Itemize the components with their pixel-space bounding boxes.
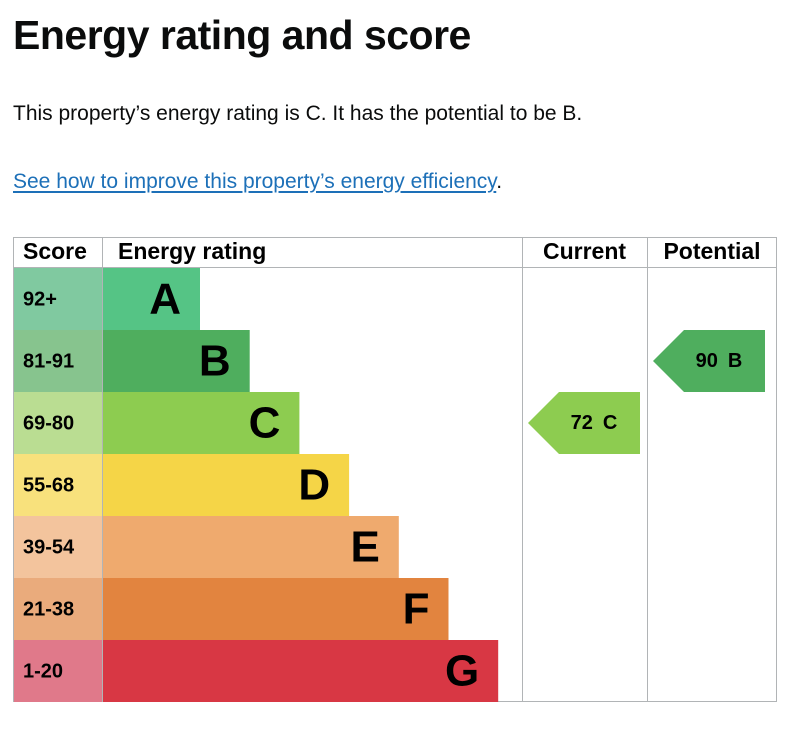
rating-bar [103, 640, 499, 702]
score-cell [14, 268, 102, 330]
band-score: 92+ [23, 288, 57, 310]
rating-bar [103, 578, 449, 640]
band-score: 21-38 [23, 598, 74, 620]
potential-letter: B [728, 350, 742, 372]
score-cell [14, 392, 102, 454]
potential-arrow [653, 330, 765, 392]
rating-bar [103, 330, 250, 392]
band-letter: A [149, 275, 181, 324]
column-header: Score [23, 238, 87, 264]
link-line: See how to improve this property’s energ… [13, 170, 502, 194]
band-letter: G [445, 647, 479, 696]
page-title: Energy rating and score [13, 12, 471, 58]
current-score: 72 [571, 412, 593, 434]
band-letter: C [249, 399, 281, 448]
rating-bar [103, 454, 350, 516]
score-cell [14, 454, 102, 516]
score-cell [14, 516, 102, 578]
band-score: 1-20 [23, 660, 63, 682]
band-score: 55-68 [23, 474, 74, 496]
current-letter: C [603, 412, 617, 434]
rating-bar [103, 268, 200, 330]
link-suffix: . [496, 170, 503, 193]
band-letter: B [199, 337, 231, 386]
potential-score: 90 [696, 350, 718, 372]
band-letter: D [298, 461, 330, 510]
rating-bar [103, 516, 399, 578]
intro-text: This property’s energy rating is C. It h… [13, 102, 583, 125]
score-cell [14, 330, 102, 392]
band-letter: F [403, 585, 430, 634]
current-label: 72 C [571, 412, 618, 434]
rating-bar [103, 392, 300, 454]
band-score: 39-54 [23, 536, 75, 558]
score-cell [14, 578, 102, 640]
column-header: Current [543, 238, 626, 264]
current-arrow [528, 392, 640, 454]
score-cell [14, 640, 102, 702]
potential-label: 90 B [696, 350, 743, 372]
band-letter: E [350, 523, 379, 572]
band-score: 69-80 [23, 412, 74, 434]
band-score: 81-91 [23, 350, 74, 372]
improve-link[interactable]: See how to improve this property’s energ… [13, 170, 497, 193]
column-header: Potential [663, 238, 760, 264]
column-header: Energy rating [118, 238, 266, 264]
